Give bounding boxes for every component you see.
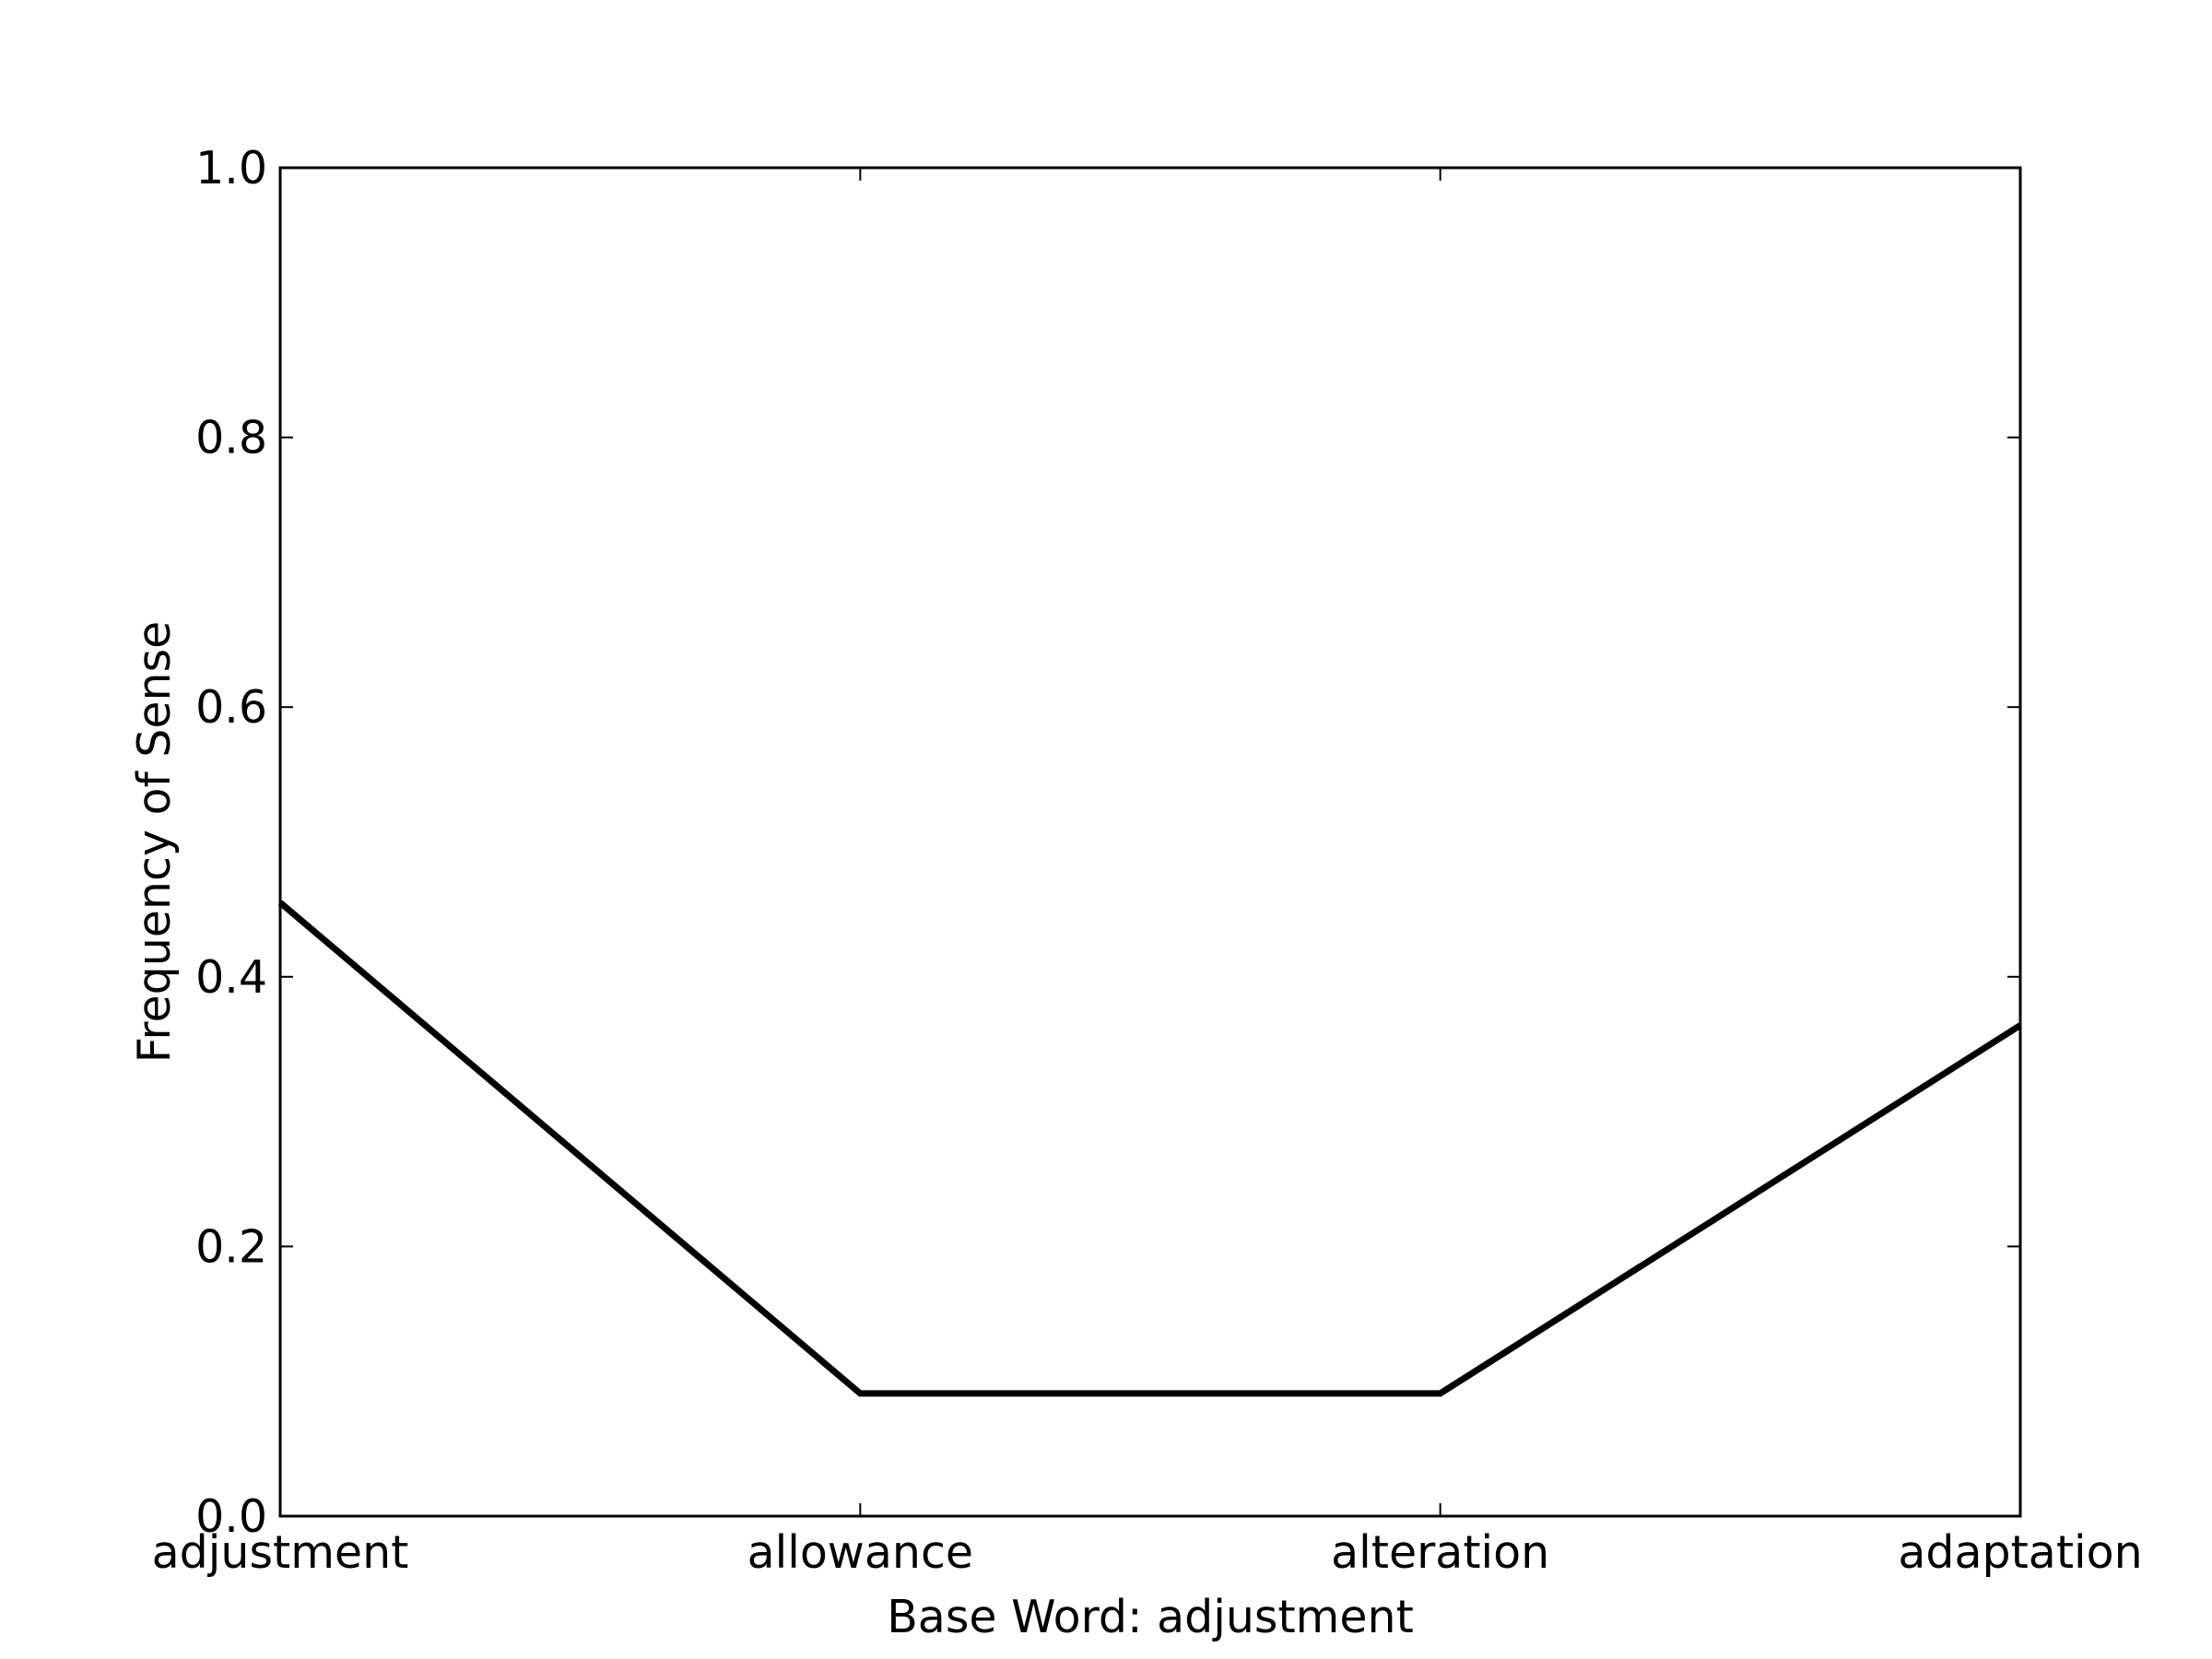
y-axis-label: Frequency of Sense <box>128 621 181 1064</box>
ticks <box>279 167 2021 1517</box>
y-tick-label: 0.4 <box>195 951 267 1004</box>
x-tick-labels: adjustment allowance alteration adaptation <box>152 1526 2143 1579</box>
y-tick-label: 0.2 <box>195 1220 267 1273</box>
plot-frame <box>278 166 2022 1518</box>
x-tick-label: adaptation <box>1898 1526 2142 1579</box>
x-tick-label: allowance <box>747 1526 973 1579</box>
y-tick-label: 1.0 <box>195 142 267 194</box>
series-layer <box>277 900 2022 1397</box>
series-line <box>277 900 2022 1397</box>
x-tick-label: alteration <box>1331 1526 1549 1579</box>
x-axis-label: Base Word: adjustment <box>887 1591 1414 1643</box>
y-tick-label: 0.6 <box>195 681 267 734</box>
y-tick-labels: 0.0 0.2 0.4 0.6 0.8 1.0 <box>195 142 267 1543</box>
y-tick-label: 0.0 <box>195 1490 267 1543</box>
x-tick-label: adjustment <box>152 1526 409 1579</box>
y-tick-label: 0.8 <box>195 412 267 465</box>
